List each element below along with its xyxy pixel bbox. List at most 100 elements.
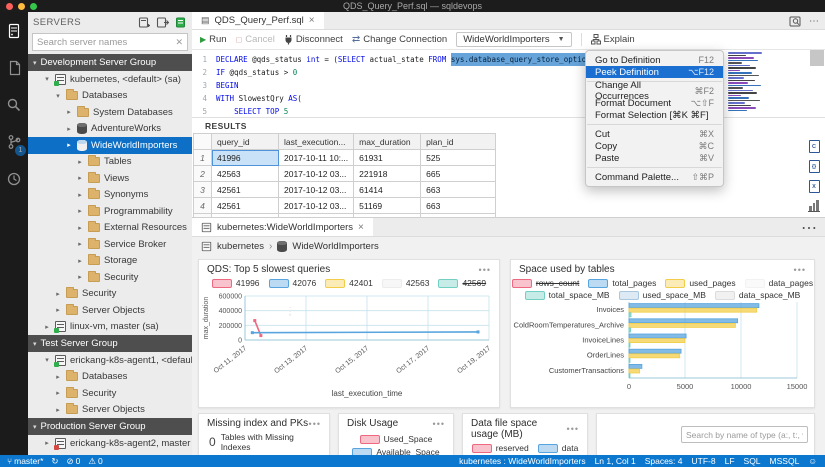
status-warnings[interactable]: ⚠ 0 bbox=[88, 456, 102, 467]
legend-item-42563[interactable]: 42563 bbox=[381, 278, 429, 288]
change-connection-button[interactable]: ⇄ Change Connection bbox=[352, 34, 447, 45]
code-line[interactable]: 1 DECLARE @qds_status int = (SELECT actua… bbox=[192, 53, 825, 66]
widget-menu-icon[interactable]: ••• bbox=[793, 264, 806, 275]
status-encoding[interactable]: UTF-8 bbox=[692, 456, 716, 466]
tree-item-wideworldimporters[interactable]: ▸ WideWorldImporters bbox=[28, 137, 192, 154]
tree-item-views[interactable]: ▸ Views bbox=[28, 170, 192, 187]
column-header-plan_id[interactable]: plan_id bbox=[420, 133, 497, 150]
code-editor[interactable]: 1 DECLARE @qds_status int = (SELECT actua… bbox=[192, 50, 825, 117]
insight-item[interactable]: 0 Tables with Missing Indexes bbox=[199, 430, 329, 454]
cell[interactable]: 2017-10-12 03... bbox=[277, 197, 355, 214]
cell[interactable]: 51169 bbox=[353, 197, 422, 214]
menu-item-change-all-occurrences[interactable]: Change All Occurrences ⌘F2 bbox=[586, 80, 723, 102]
editor-scrollbar[interactable] bbox=[810, 50, 824, 66]
column-header-max_duration[interactable]: max_duration bbox=[353, 133, 422, 150]
cell[interactable]: 61931 bbox=[353, 149, 422, 166]
split-editor-icon[interactable] bbox=[789, 16, 801, 27]
legend-item-available-space[interactable]: Available_Space bbox=[352, 447, 440, 455]
cell[interactable]: 665 bbox=[420, 213, 497, 217]
legend-item-used-space[interactable]: Used_Space bbox=[359, 434, 432, 444]
dashboard-tab[interactable]: kubernetes:WideWorldImporters × bbox=[192, 218, 373, 236]
breadcrumb-database[interactable]: WideWorldImporters bbox=[292, 241, 379, 252]
tree-item-synonyms[interactable]: ▸ Synonyms bbox=[28, 187, 192, 204]
legend-item-total-space-mb[interactable]: total_space_MB bbox=[524, 290, 610, 300]
view-as-chart-icon[interactable] bbox=[808, 200, 820, 212]
tree-item-kubernetes-default-sa[interactable]: ▾ kubernetes, <default> (sa) bbox=[28, 71, 192, 88]
tree-item-service-broker[interactable]: ▸ Service Broker bbox=[28, 236, 192, 253]
new-connection-icon[interactable] bbox=[138, 16, 151, 29]
tree-item-security[interactable]: ▸ Security bbox=[28, 269, 192, 286]
column-header-last_execution[interactable]: last_execution... bbox=[277, 133, 355, 150]
widget-menu-icon[interactable]: ••• bbox=[566, 424, 579, 434]
close-tab-icon[interactable]: × bbox=[308, 15, 315, 26]
cell[interactable]: 42561 bbox=[211, 197, 279, 214]
widget-menu-icon[interactable]: ••• bbox=[432, 418, 445, 429]
tree-item-external-resources[interactable]: ▸ External Resources bbox=[28, 220, 192, 237]
cell[interactable]: 41996 bbox=[211, 149, 279, 166]
minimap[interactable] bbox=[728, 52, 776, 114]
activity-source-control[interactable]: 1 bbox=[0, 123, 28, 160]
tree-item-databases[interactable]: ▾ Databases bbox=[28, 88, 192, 105]
menu-item-go-to-definition[interactable]: Go to Definition F12 bbox=[586, 54, 723, 66]
server-group-header[interactable]: ▾ Production Server Group bbox=[28, 418, 192, 435]
close-dashboard-tab-icon[interactable]: × bbox=[358, 221, 364, 233]
legend-item-42401[interactable]: 42401 bbox=[325, 278, 373, 288]
tree-item-programmability[interactable]: ▸ Programmability bbox=[28, 203, 192, 220]
minimize-window-button[interactable] bbox=[18, 2, 25, 10]
cell[interactable]: 2017-10-12 03... bbox=[277, 181, 355, 198]
widget-menu-icon[interactable]: ••• bbox=[478, 264, 491, 275]
legend-item-data-pages[interactable]: data_pages bbox=[744, 278, 813, 288]
tree-item-erickang-k8s-agent1-default-sa[interactable]: ▾ erickang-k8s-agent1, <default> (sa) bbox=[28, 352, 192, 369]
status-sync[interactable]: ↻ bbox=[51, 456, 58, 467]
run-button[interactable]: ▶ Run bbox=[200, 34, 227, 45]
tree-item-server-objects[interactable]: ▸ Server Objects bbox=[28, 302, 192, 319]
widget-menu-icon[interactable]: ••• bbox=[308, 418, 321, 429]
editor-tab[interactable]: ▤ QDS_Query_Perf.sql × bbox=[192, 12, 324, 29]
cell[interactable]: 42561 bbox=[211, 181, 279, 198]
dashboard-more-actions-icon[interactable]: ⋯ bbox=[801, 219, 817, 237]
status-provider[interactable]: MSSQL bbox=[770, 456, 800, 466]
legend-item-data[interactable]: data bbox=[537, 443, 578, 453]
cancel-button[interactable]: ◻ Cancel bbox=[236, 34, 275, 45]
cell[interactable]: 221918 bbox=[353, 165, 422, 182]
legend-item-used-space-mb[interactable]: used_space_MB bbox=[618, 290, 706, 300]
menu-item-command-palette[interactable]: Command Palette... ⇧⌘P bbox=[586, 171, 723, 183]
save-as-excel-icon[interactable]: X bbox=[808, 180, 820, 193]
new-server-group-icon[interactable] bbox=[156, 16, 169, 29]
code-line[interactable]: 3 BEGIN bbox=[192, 79, 825, 92]
tree-item-databases[interactable]: ▸ Databases bbox=[28, 369, 192, 386]
server-group-header[interactable]: ▾ Test Server Group bbox=[28, 335, 192, 352]
status-feedback[interactable]: ☺ bbox=[808, 456, 817, 466]
cell[interactable]: 663 bbox=[420, 181, 497, 198]
disconnect-button[interactable]: Disconnect bbox=[284, 34, 343, 45]
code-line[interactable]: 2 IF @qds_status > 0 bbox=[192, 66, 825, 79]
legend-item-41996[interactable]: 41996 bbox=[211, 278, 260, 288]
menu-item-format-document[interactable]: Format Document ⌥⇧F bbox=[586, 97, 723, 109]
database-selector[interactable]: WideWorldImporters ▼ bbox=[456, 32, 572, 47]
activity-task-history[interactable] bbox=[0, 160, 28, 197]
tree-item-tables[interactable]: ▸ Tables bbox=[28, 154, 192, 171]
tree-item-server-objects[interactable]: ▸ Server Objects bbox=[28, 402, 192, 419]
menu-item-paste[interactable]: Paste ⌘V bbox=[586, 152, 723, 164]
legend-item-total-pages[interactable]: total_pages bbox=[588, 278, 656, 288]
legend-item-rows-count[interactable]: rows_count bbox=[511, 278, 579, 288]
zoom-window-button[interactable] bbox=[30, 2, 37, 10]
active-connections-icon[interactable] bbox=[174, 16, 187, 29]
tree-item-system-databases[interactable]: ▸ System Databases bbox=[28, 104, 192, 121]
cell[interactable]: 665 bbox=[420, 165, 497, 182]
legend-item-42569[interactable]: 42569 bbox=[438, 278, 486, 288]
menu-item-copy[interactable]: Copy ⌘C bbox=[586, 140, 723, 152]
cell[interactable]: 61414 bbox=[353, 181, 422, 198]
menu-item-peek-definition[interactable]: Peek Definition ⌥F12 bbox=[586, 66, 723, 78]
status-connection[interactable]: kubernetes : WideWorldImporters bbox=[459, 456, 585, 466]
status-errors[interactable]: ⊘ 0 bbox=[67, 456, 81, 467]
activity-search[interactable] bbox=[0, 86, 28, 123]
legend-item-42076[interactable]: 42076 bbox=[268, 278, 316, 288]
cell[interactable]: 2017-10-12 03... bbox=[277, 165, 355, 182]
close-window-button[interactable] bbox=[6, 2, 13, 10]
clear-search-icon[interactable]: ✕ bbox=[175, 36, 183, 47]
save-as-json-icon[interactable]: {} bbox=[808, 160, 820, 173]
legend-item-used-pages[interactable]: used_pages bbox=[665, 278, 736, 288]
column-header-query_id[interactable]: query_id bbox=[211, 133, 279, 150]
code-line[interactable]: 4 WITH SlowestQry AS( bbox=[192, 92, 825, 105]
